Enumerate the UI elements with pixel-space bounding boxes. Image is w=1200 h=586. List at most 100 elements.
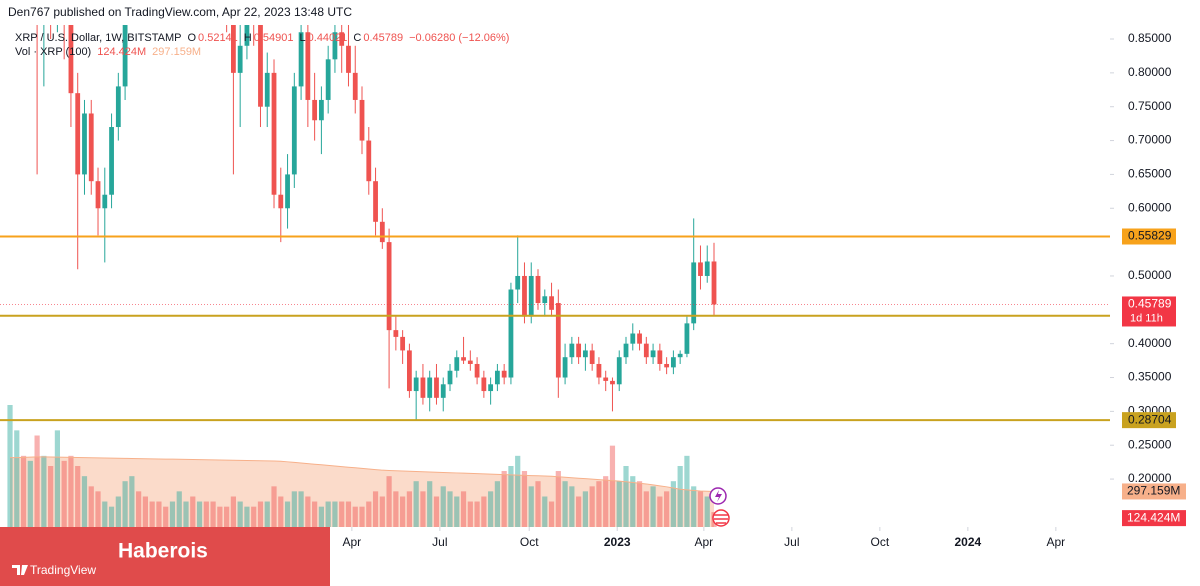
volume-ma-line [10,456,715,492]
level-label-box [1122,228,1176,245]
candle-body [664,363,670,368]
volume-bar [427,481,433,527]
candle-body [230,25,236,73]
y-tick-label: 0.50000 [1128,268,1172,282]
y-tick-label: 0.40000 [1128,336,1172,350]
y-tick-label: 0.80000 [1128,65,1172,79]
y-tick-label: 0.60000 [1128,200,1172,214]
candle-body [271,72,277,195]
volume-bar [467,501,473,527]
volume-bar [515,455,521,527]
symbol-legend: XRP / U.S. Dollar, 1W, BITSTAMP O 0.52141 H… [15,32,509,44]
candle-body [677,353,683,358]
volume-bar [305,496,311,527]
candle-body [576,343,582,358]
candle-body [312,99,318,121]
volume-bar [7,405,13,527]
volume-bar [61,460,67,527]
volume-bar [332,501,338,527]
candle-body [122,25,128,87]
x-tick-label: Apr [695,535,714,549]
ohlc-key: L [300,32,306,44]
candle-body [264,72,270,107]
volume-bar [81,476,88,527]
candle-body [95,181,101,209]
volume-bar [156,501,162,527]
candle-body [474,363,480,378]
candle-body [637,333,642,344]
candle-body [366,140,372,182]
volume-label: 124.424M [1127,510,1180,524]
candle-body [643,343,649,358]
volume-bar [136,491,142,527]
volume-bar [75,466,81,527]
volume-bar [474,501,480,527]
volume-bar [278,496,284,527]
candle-body [339,32,345,46]
volume-bar [379,496,385,527]
candle-body [467,360,473,364]
candle-body [582,350,588,358]
volume-bar [257,501,264,527]
candle-body [569,343,575,358]
volume-bar [339,501,345,527]
volume-bar [20,455,27,527]
candle-body [501,370,507,378]
level-label: 0.55829 [1128,229,1172,243]
volume-bar [359,506,365,527]
candle-body [555,303,561,378]
volume-bar [68,455,74,527]
volume-bar [460,491,467,527]
candle-body [711,261,717,305]
candle-body [244,25,250,46]
volume-bar [48,466,54,527]
volume-value: 124.424M [97,46,146,58]
candle-body [650,350,656,358]
volume-bar [433,496,440,527]
volume-bar [163,506,169,527]
volume-bar [670,481,676,527]
x-tick-label: Oct [871,535,890,549]
volume-bar [650,486,656,527]
candle-body [413,377,419,392]
candle-body [420,377,426,398]
candle-body [373,181,378,222]
x-tick-label: Apr [343,535,362,549]
candle-body [346,45,351,73]
volume-bar [122,481,128,527]
candle-body [684,323,690,354]
volume-bar [636,481,643,527]
volume-bar [190,496,196,527]
y-tick-label: 0.35000 [1128,370,1172,384]
volume-bar [345,501,352,527]
candle-body [610,380,615,385]
volume-bar [406,491,412,527]
volume-bar [623,466,629,527]
volume-bar [251,506,257,527]
candle-body [616,357,622,385]
candle-body [494,370,500,385]
candle-body [406,350,412,392]
candle-body [623,343,629,358]
volume-bar [291,491,297,527]
candle-body [386,242,392,331]
ohlc-value: 0.54901 [254,32,294,44]
x-tick-label: 2024 [954,535,981,549]
volume-bar [271,486,277,527]
volume-bar [217,506,223,527]
volume-bar [494,481,500,527]
volume-bar [548,501,555,527]
ohlc-value: 0.52141 [198,32,238,44]
volume-bar [569,486,575,527]
candle-body [318,99,324,121]
candle-body [427,377,433,398]
candle-body [596,363,602,378]
volume-label-box [1122,510,1186,527]
candle-body [698,262,703,276]
overlay: 0.85000 0.80000 0.75000 0.70000 0.65000 0.600… [0,31,1186,549]
watermark: Haberois [118,540,208,563]
volume-bar [352,506,358,527]
ohlc-key: C [353,32,361,44]
volume-bar [704,496,710,527]
watermark-box [0,527,330,586]
